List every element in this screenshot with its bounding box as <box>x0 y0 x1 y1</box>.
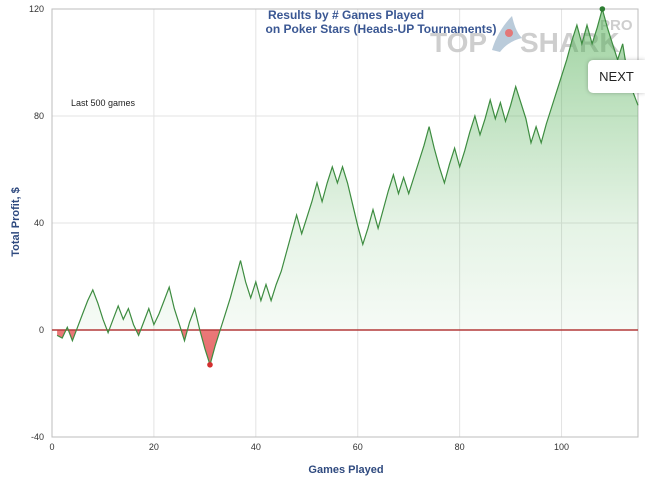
x-axis-title: Games Played <box>308 464 383 476</box>
y-axis-title: Total Profit, $ <box>10 187 22 256</box>
last-games-annotation: Last 500 games <box>71 98 136 108</box>
tick-labels: 0 20 40 60 80 100 -40 0 40 80 120 <box>29 4 569 452</box>
y-tick-label: -40 <box>31 432 44 442</box>
profit-series-line <box>56 6 639 367</box>
x-tick-label: 100 <box>554 442 569 452</box>
chart-subtitle: on Poker Stars (Heads-UP Tournaments) <box>266 22 497 36</box>
next-button[interactable]: NEXT <box>588 60 645 93</box>
x-tick-label: 40 <box>251 442 261 452</box>
logo-text-left: TOP <box>430 27 487 58</box>
y-tick-label: 0 <box>39 325 44 335</box>
x-tick-label: 60 <box>353 442 363 452</box>
shark-icon <box>492 16 522 52</box>
y-tick-label: 120 <box>29 4 44 14</box>
max-point-marker <box>599 6 606 12</box>
x-tick-label: 20 <box>149 442 159 452</box>
x-tick-label: 80 <box>455 442 465 452</box>
area-fill <box>57 9 638 365</box>
min-point-marker <box>207 361 213 368</box>
x-tick-label: 0 <box>49 442 54 452</box>
positive-area <box>57 9 638 330</box>
y-tick-label: 40 <box>34 218 44 228</box>
chart-title: Results by # Games Played <box>268 8 424 22</box>
extreme-markers <box>207 6 606 368</box>
y-tick-label: 80 <box>34 111 44 121</box>
